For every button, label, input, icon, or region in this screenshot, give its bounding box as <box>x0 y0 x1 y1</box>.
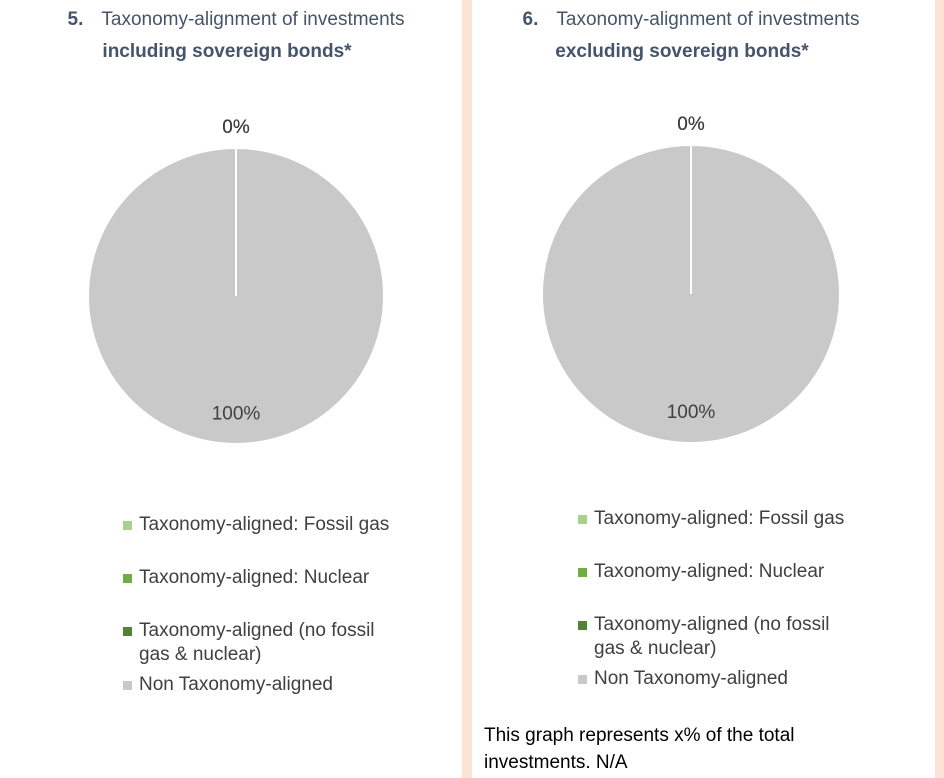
legend-swatch <box>123 521 132 530</box>
data-label: 0% <box>677 114 705 135</box>
chart-panel: 6. Taxonomy-alignment of investments excl… <box>472 0 935 778</box>
legend-item: Taxonomy-aligned: Fossil gas <box>123 513 399 537</box>
legend-item: Taxonomy-aligned: Nuclear <box>123 566 399 590</box>
data-label: 100% <box>212 403 261 424</box>
legend-item: Non Taxonomy-aligned <box>123 673 399 697</box>
legend-label: Taxonomy-aligned: Fossil gas <box>139 514 390 535</box>
chart-panel: 5. Taxonomy-alignment of investments incl… <box>0 0 462 778</box>
title-emphasis: including sovereign bonds* <box>102 41 352 62</box>
legend: Taxonomy-aligned: Fossil gas Taxonomy-ali… <box>578 507 854 720</box>
legend-item: Taxonomy-aligned: Nuclear <box>578 560 854 584</box>
pie-chart: 0%0%0%100% <box>87 117 385 446</box>
data-label: 0% <box>677 114 705 135</box>
legend-swatch <box>578 515 587 524</box>
legend-label: Taxonomy-aligned: Nuclear <box>594 561 825 582</box>
title-text: Taxonomy-alignment of investments <box>556 9 860 30</box>
legend-label: Non Taxonomy-aligned <box>139 674 333 695</box>
pie-slice <box>87 146 385 446</box>
legend: Taxonomy-aligned: Fossil gas Taxonomy-ali… <box>123 513 399 726</box>
legend-item: Non Taxonomy-aligned <box>578 667 854 691</box>
data-label: 0% <box>677 114 705 135</box>
legend-swatch <box>123 574 132 583</box>
legend-label: Taxonomy-aligned (no fossil gas & nuclea… <box>594 614 830 659</box>
chart-number: 5. <box>67 9 84 30</box>
legend-item: Taxonomy-aligned (no fossil gas & nuclea… <box>578 613 854 661</box>
legend-swatch <box>123 627 132 636</box>
pie-chart: 0%0%0%100% <box>541 114 841 445</box>
data-label: 0% <box>222 117 250 138</box>
title-text: Taxonomy-alignment of investments <box>101 9 405 30</box>
legend-swatch <box>578 568 587 577</box>
chart-title: 6. Taxonomy-alignment of investments excl… <box>521 4 861 68</box>
legend-swatch <box>578 621 587 630</box>
legend-label: Taxonomy-aligned: Nuclear <box>139 567 370 588</box>
title-emphasis: excluding sovereign bonds* <box>555 41 809 62</box>
note: This graph represents x% of the total in… <box>484 725 795 773</box>
data-label: 0% <box>222 117 250 138</box>
legend-swatch <box>123 681 132 690</box>
chart-title: 5. Taxonomy-alignment of investments incl… <box>66 4 406 68</box>
data-label: 0% <box>222 117 250 138</box>
legend-label: Taxonomy-aligned (no fossil gas & nuclea… <box>139 620 375 665</box>
legend-label: Non Taxonomy-aligned <box>594 668 788 689</box>
legend-label: Taxonomy-aligned: Fossil gas <box>594 508 845 529</box>
pie-slice <box>541 143 841 445</box>
data-label: 100% <box>667 402 716 423</box>
chart-number: 6. <box>522 9 539 30</box>
legend-item: Taxonomy-aligned (no fossil gas & nuclea… <box>123 619 399 667</box>
legend-item: Taxonomy-aligned: Fossil gas <box>578 507 854 531</box>
legend-swatch <box>578 675 587 684</box>
